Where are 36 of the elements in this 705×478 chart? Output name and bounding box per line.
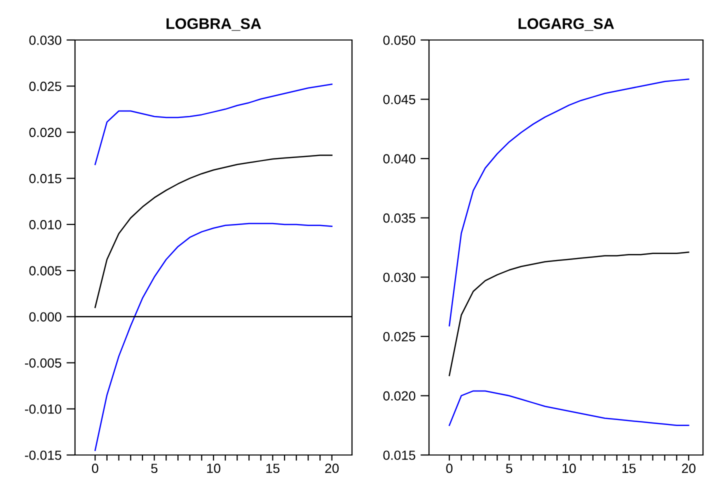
y-tick-label: 0.030 bbox=[29, 36, 62, 45]
y-tick-label: 0.045 bbox=[383, 94, 416, 104]
line-series bbox=[448, 78, 690, 326]
x-tick-label: 20 bbox=[325, 464, 339, 474]
x-tick-label: 10 bbox=[562, 464, 576, 474]
line-series bbox=[94, 84, 332, 166]
chart-title: LOGARG_SA bbox=[518, 18, 614, 31]
line-series bbox=[448, 252, 690, 376]
x-tick-label: 20 bbox=[682, 464, 696, 474]
y-tick-label: 0.020 bbox=[29, 128, 62, 138]
x-tick-label: 15 bbox=[266, 464, 280, 474]
y-tick-label: 0.015 bbox=[383, 450, 416, 460]
y-tick-label: 0.035 bbox=[383, 213, 416, 223]
y-tick-label: 0.040 bbox=[383, 154, 416, 164]
y-tick-label: 0.025 bbox=[383, 332, 416, 342]
x-tick-label: 10 bbox=[207, 464, 220, 474]
y-tick-label: 0.000 bbox=[29, 312, 62, 322]
y-tick-label: 0.005 bbox=[29, 266, 62, 276]
line-series bbox=[94, 222, 332, 452]
x-tick-label: 0 bbox=[92, 464, 98, 474]
y-tick-label: -0.005 bbox=[24, 358, 62, 368]
y-tick-label: -0.015 bbox=[24, 450, 62, 460]
line-series bbox=[448, 390, 690, 426]
y-tick-label: 0.050 bbox=[383, 36, 416, 45]
y-tick-label: 0.010 bbox=[29, 220, 62, 230]
y-tick-label: 0.030 bbox=[383, 272, 416, 282]
y-tick-label: -0.010 bbox=[24, 404, 62, 414]
y-tick-label: 0.015 bbox=[29, 174, 62, 184]
x-tick-label: 15 bbox=[622, 464, 636, 474]
chart-title: LOGBRA_SA bbox=[166, 18, 262, 31]
y-tick-label: 0.020 bbox=[383, 391, 416, 401]
x-tick-label: 5 bbox=[506, 464, 512, 474]
x-tick-label: 0 bbox=[446, 464, 452, 474]
line-series bbox=[94, 154, 332, 308]
x-tick-label: 5 bbox=[151, 464, 158, 474]
y-tick-label: 0.025 bbox=[29, 82, 62, 92]
